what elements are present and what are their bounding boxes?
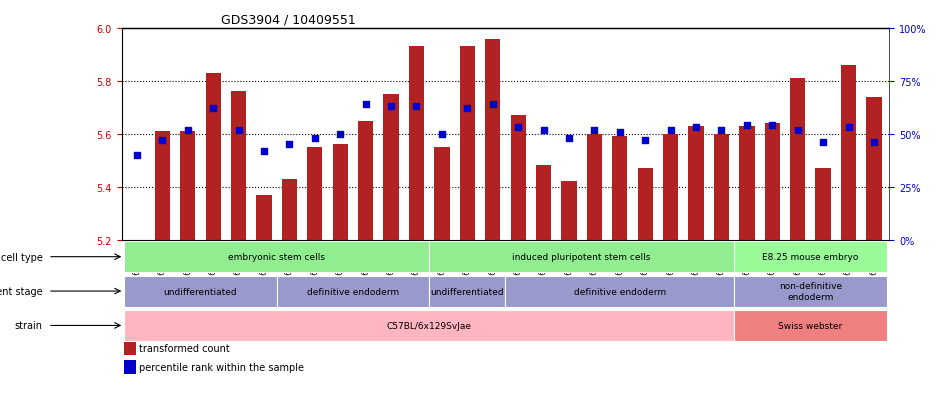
Point — [358, 102, 373, 108]
Bar — [460, 47, 475, 240]
Point — [460, 106, 475, 112]
Bar — [765, 124, 780, 240]
Point — [841, 125, 856, 131]
Text: embryonic stem cells: embryonic stem cells — [228, 253, 325, 261]
Point — [129, 152, 144, 159]
Bar — [124, 242, 430, 273]
Bar — [434, 147, 449, 240]
Point — [307, 135, 322, 142]
Point — [409, 104, 424, 110]
Point — [637, 138, 652, 144]
Bar — [124, 361, 136, 374]
Bar — [734, 276, 886, 307]
Bar — [734, 310, 886, 341]
Bar — [688, 126, 704, 240]
Bar — [358, 121, 373, 240]
Bar — [256, 195, 271, 240]
Text: undifferentiated: undifferentiated — [164, 287, 238, 296]
Point — [867, 140, 882, 146]
Point — [739, 123, 754, 129]
Text: definitive endoderm: definitive endoderm — [307, 287, 399, 296]
Point — [714, 127, 729, 133]
Bar — [510, 116, 526, 240]
Bar — [124, 276, 277, 307]
Bar — [612, 137, 627, 240]
Bar — [180, 132, 196, 240]
Point — [765, 123, 780, 129]
Bar — [739, 126, 754, 240]
Point — [434, 131, 449, 138]
Point — [231, 127, 246, 133]
Bar — [332, 145, 348, 240]
Bar — [485, 40, 501, 240]
Bar — [430, 276, 505, 307]
Text: C57BL/6x129SvJae: C57BL/6x129SvJae — [387, 321, 472, 330]
Point — [384, 104, 399, 110]
Bar — [282, 179, 297, 240]
Bar — [714, 134, 729, 240]
Bar — [536, 166, 551, 240]
Bar — [841, 66, 856, 240]
Bar — [154, 132, 170, 240]
Bar — [815, 169, 831, 240]
Bar — [277, 276, 430, 307]
Text: undifferentiated: undifferentiated — [431, 287, 505, 296]
Point — [511, 125, 526, 131]
Point — [282, 142, 297, 148]
Point — [333, 131, 348, 138]
Bar — [734, 242, 886, 273]
Text: induced pluripotent stem cells: induced pluripotent stem cells — [513, 253, 651, 261]
Text: GDS3904 / 10409551: GDS3904 / 10409551 — [222, 13, 357, 26]
Bar — [307, 147, 323, 240]
Bar — [637, 169, 652, 240]
Bar — [790, 79, 805, 240]
Point — [689, 125, 704, 131]
Bar — [867, 97, 882, 240]
Text: E8.25 mouse embryo: E8.25 mouse embryo — [762, 253, 858, 261]
Bar — [409, 47, 424, 240]
Point — [562, 135, 577, 142]
Bar — [206, 74, 221, 240]
Point — [612, 129, 627, 135]
Point — [485, 102, 500, 108]
Text: Swiss webster: Swiss webster — [779, 321, 842, 330]
Text: non-definitive
endoderm: non-definitive endoderm — [779, 282, 842, 301]
Bar — [124, 342, 136, 355]
Point — [663, 127, 678, 133]
Text: percentile rank within the sample: percentile rank within the sample — [139, 362, 304, 372]
Point — [256, 148, 271, 154]
Point — [815, 140, 830, 146]
Bar — [587, 134, 602, 240]
Bar — [124, 310, 734, 341]
Point — [206, 106, 221, 112]
Text: strain: strain — [15, 320, 43, 331]
Text: development stage: development stage — [0, 286, 43, 297]
Point — [181, 127, 196, 133]
Bar — [663, 134, 679, 240]
Bar — [505, 276, 734, 307]
Bar — [562, 182, 577, 240]
Point — [536, 127, 551, 133]
Point — [790, 127, 805, 133]
Point — [587, 127, 602, 133]
Bar — [430, 242, 734, 273]
Bar — [231, 92, 246, 240]
Text: cell type: cell type — [1, 252, 43, 262]
Text: transformed count: transformed count — [139, 343, 230, 353]
Point — [154, 138, 169, 144]
Bar — [384, 95, 399, 240]
Text: definitive endoderm: definitive endoderm — [574, 287, 665, 296]
